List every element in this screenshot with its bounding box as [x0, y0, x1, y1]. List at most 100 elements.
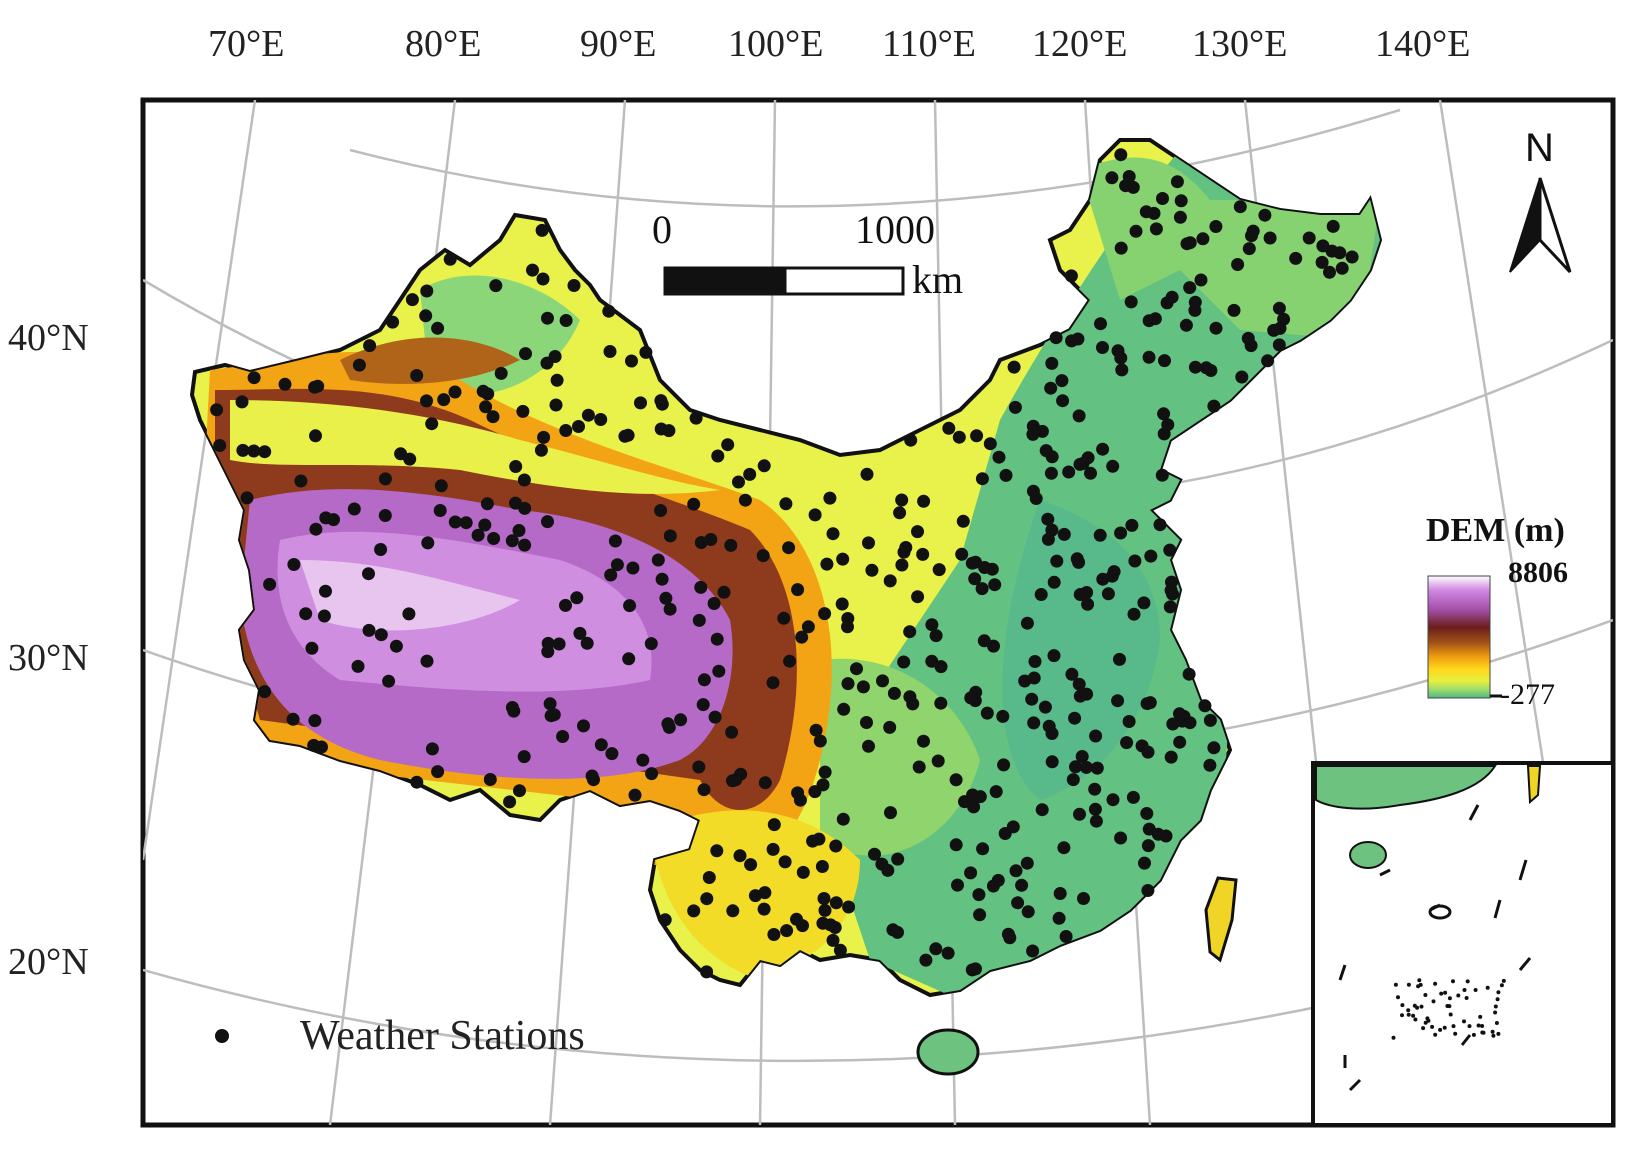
weather-station-marker	[1326, 219, 1340, 233]
latitude-line-50n	[349, 108, 1401, 208]
weather-station-marker	[1070, 552, 1084, 566]
taiwan-island	[1204, 876, 1238, 963]
weather-station-marker	[1027, 671, 1041, 685]
weather-station-marker	[1090, 761, 1104, 775]
weather-station-marker	[860, 467, 874, 481]
inset-island	[1465, 979, 1470, 984]
weather-station-marker	[1026, 944, 1040, 958]
weather-station-marker	[625, 354, 638, 368]
weather-station-marker	[286, 712, 300, 726]
weather-station-marker	[431, 321, 445, 335]
nine-dash-line-segment	[1493, 899, 1502, 919]
weather-station-marker	[829, 839, 843, 853]
inset-island	[1456, 993, 1461, 998]
inset-island	[1419, 1004, 1424, 1009]
weather-station-marker	[1042, 719, 1056, 733]
weather-station-marker	[1188, 360, 1202, 374]
inset-island	[1393, 982, 1398, 987]
weather-station-marker	[639, 345, 653, 359]
weather-station-marker	[550, 373, 564, 387]
weather-station-marker	[970, 429, 984, 443]
weather-station-marker	[912, 760, 926, 774]
weather-station-marker	[382, 674, 396, 688]
weather-station-marker	[581, 408, 595, 422]
weather-station-marker	[294, 474, 308, 488]
weather-station-marker	[419, 309, 433, 323]
weather-station-marker	[1094, 317, 1107, 331]
weather-station-marker	[1044, 381, 1058, 395]
longitude-label-110e: 110°E	[882, 23, 976, 65]
inset-mainland	[1315, 765, 1497, 810]
weather-station-marker	[605, 747, 619, 761]
weather-station-marker	[403, 452, 417, 466]
inset-island	[1481, 1030, 1486, 1035]
weather-station-marker	[778, 855, 792, 869]
weather-station-marker	[818, 903, 832, 917]
nine-dash-line-segment	[1518, 957, 1532, 971]
weather-station-marker	[1045, 356, 1059, 370]
weather-station-marker	[644, 637, 658, 651]
weather-station-marker	[503, 795, 517, 809]
weather-station-marker	[1203, 713, 1217, 727]
weather-station-marker	[891, 925, 904, 939]
weather-station-marker	[305, 641, 319, 655]
weather-station-marker	[791, 786, 805, 800]
weather-station-marker	[925, 654, 939, 668]
weather-station-marker	[1081, 597, 1095, 611]
weather-station-marker	[837, 702, 851, 716]
longitude-label-100e: 100°E	[728, 23, 824, 65]
weather-station-marker	[1080, 586, 1094, 599]
weather-station-marker	[507, 704, 521, 718]
weather-station-marker	[862, 739, 875, 753]
weather-station-marker	[247, 444, 261, 458]
weather-station-marker	[210, 403, 224, 417]
weather-station-marker	[1072, 409, 1086, 423]
weather-station-marker	[443, 252, 457, 266]
weather-station-marker	[1302, 231, 1316, 245]
weather-station-marker	[585, 769, 599, 783]
inset-island	[1473, 988, 1478, 992]
weather-station-marker	[1241, 331, 1255, 345]
weather-station-marker	[826, 933, 840, 947]
weather-station-marker	[1289, 251, 1303, 265]
weather-station-marker	[1039, 444, 1053, 458]
weather-station-marker	[1111, 344, 1125, 358]
north-china-plain	[1002, 500, 1160, 800]
weather-station-marker	[1164, 583, 1178, 597]
weather-station-marker	[374, 543, 388, 556]
weather-station-marker	[636, 753, 650, 767]
weather-station-marker	[516, 404, 530, 418]
weather-station-marker	[780, 924, 794, 938]
weather-station-marker	[1026, 427, 1040, 441]
inset-island	[1430, 1024, 1435, 1029]
weather-station-marker	[1096, 341, 1109, 354]
weather-station-marker	[934, 696, 948, 710]
inset-taiwan	[1526, 765, 1542, 805]
hainan-island	[916, 1028, 980, 1076]
latitude-label-40n: 40°N	[8, 317, 89, 359]
inset-island	[1493, 1004, 1498, 1009]
scale-bar	[663, 266, 905, 296]
weather-station-marker	[1209, 321, 1223, 335]
weather-station-marker	[779, 497, 793, 511]
weather-station-marker	[1179, 318, 1193, 332]
weather-station-marker	[1084, 466, 1097, 480]
weather-station-marker	[895, 558, 909, 572]
weather-station-marker	[559, 314, 573, 327]
weather-station-marker	[519, 347, 532, 361]
weather-station-marker	[513, 784, 526, 798]
weather-station-marker	[1120, 736, 1134, 750]
weather-station-marker	[559, 598, 572, 612]
scale-bar-black-segment	[663, 266, 787, 296]
weather-station-marker	[1183, 716, 1197, 730]
weather-station-marker	[1021, 905, 1035, 919]
weather-station-marker	[552, 637, 566, 651]
weather-station-marker	[968, 572, 982, 586]
weather-station-marker	[835, 597, 849, 611]
weather-station-marker	[420, 394, 433, 408]
weather-station-marker	[602, 304, 616, 318]
weather-station-marker	[975, 472, 989, 486]
weather-station-marker	[1053, 887, 1067, 900]
weather-station-marker	[622, 652, 636, 666]
inset-island	[1443, 990, 1448, 995]
